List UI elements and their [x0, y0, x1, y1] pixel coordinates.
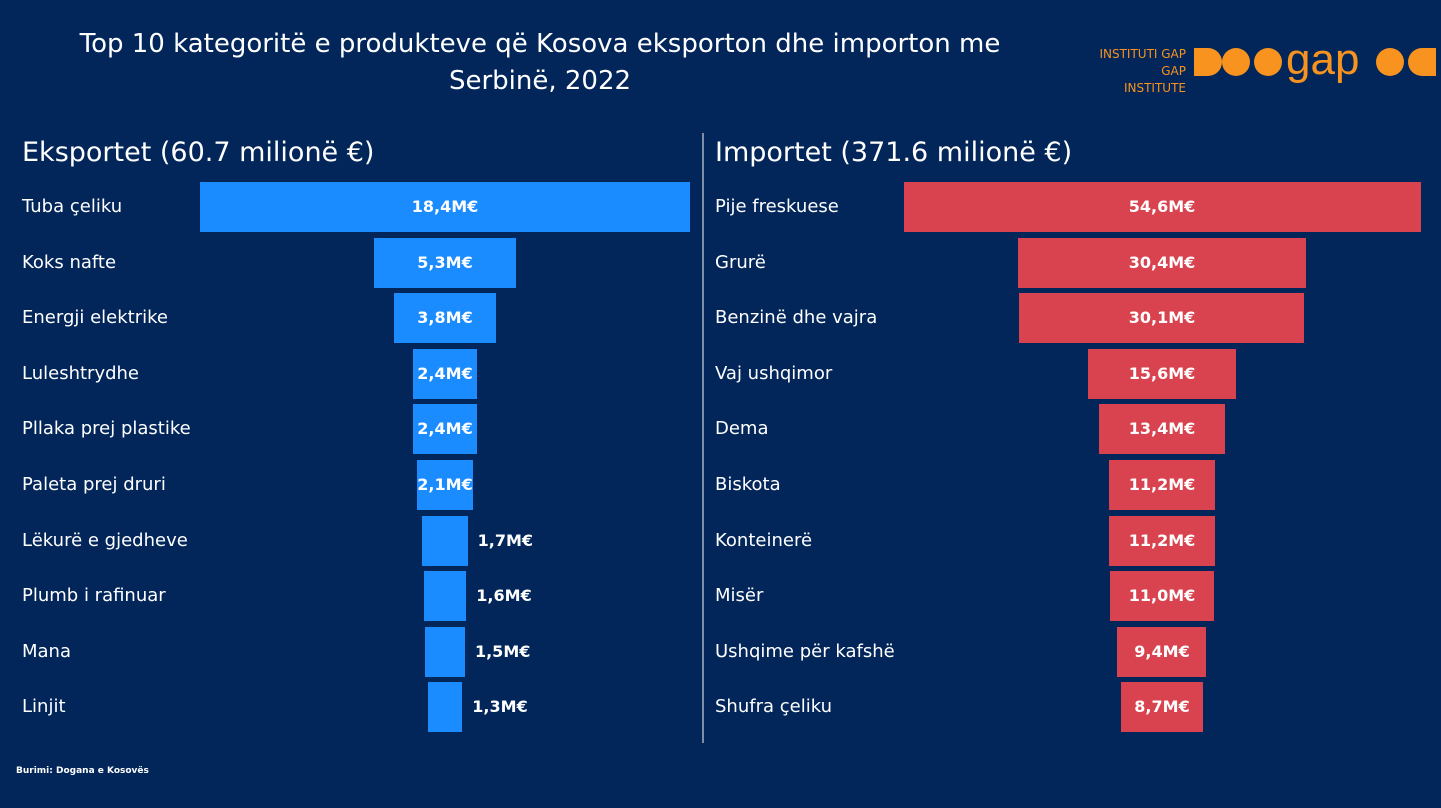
import-category-label: Konteinerë [715, 529, 813, 551]
import-value-label: 15,6M€ [1128, 363, 1196, 383]
import-category-label: Dema [715, 418, 769, 440]
export-value-label: 1,5M€ [474, 641, 531, 661]
export-value-label: 1,7M€ [477, 530, 534, 550]
imports-panel-title: Importet (371.6 milionë €) [715, 137, 1073, 168]
export-bar [413, 404, 477, 455]
import-category-label: Shufra çeliku [715, 696, 832, 718]
export-category-label: Luleshtrydhe [22, 362, 139, 384]
import-value-label: 30,1M€ [1128, 308, 1196, 328]
import-bar [903, 182, 1421, 232]
import-value-label: 30,4M€ [1128, 252, 1196, 272]
import-value-label: 54,6M€ [1128, 197, 1196, 216]
import-bar [1108, 460, 1216, 510]
import-bar [1109, 571, 1215, 622]
export-category-label: Tuba çeliku [22, 196, 123, 217]
import-bar [1098, 404, 1226, 455]
export-category-label: Plumb i rafinuar [22, 585, 166, 607]
export-category-label: Lëkurë e gjedheve [22, 529, 188, 551]
export-value-label: 2,4M€ [417, 419, 473, 439]
import-category-label: Pije freskuese [715, 196, 839, 217]
logo-line-2: GAP INSTITUTE [1123, 64, 1186, 95]
import-value-label: 8,7M€ [1134, 697, 1190, 717]
import-value-label: 9,4M€ [1134, 641, 1190, 661]
export-category-label: Pllaka prej plastike [22, 418, 191, 440]
logo-text: INSTITUTI GAP GAP INSTITUTE [1098, 46, 1186, 97]
source-note: Burimi: Dogana e Kosovës [16, 766, 149, 776]
title-line-1: Top 10 kategoritë e produkteve që Kosova… [79, 29, 1001, 59]
logo-mark-icon: gap [1194, 40, 1436, 84]
export-value-label: 1,6M€ [476, 586, 532, 606]
export-value-label: 5,3M€ [417, 252, 473, 272]
import-bar [1019, 293, 1305, 344]
export-bar [423, 571, 467, 622]
exports-panel-title: Eksportet (60.7 milionë €) [22, 137, 375, 168]
export-bar [427, 682, 463, 733]
title-line-2: Serbinë, 2022 [448, 66, 632, 96]
import-category-label: Vaj ushqimor [715, 362, 833, 384]
export-value-label: 2,4M€ [417, 363, 473, 383]
export-bar [417, 460, 473, 510]
panel-divider [702, 133, 704, 743]
logo-line-1: INSTITUTI GAP [1099, 47, 1186, 61]
export-category-label: Linjit [22, 696, 66, 718]
export-bar [200, 182, 690, 232]
import-bar [1120, 682, 1204, 733]
export-value-label: 2,1M€ [417, 475, 473, 494]
logo-wordmark: gap [1286, 40, 1359, 84]
export-bar [422, 515, 468, 566]
import-category-label: Grurë [715, 251, 766, 273]
export-bar [394, 293, 496, 344]
export-bar [425, 626, 465, 677]
export-category-label: Energji elektrike [22, 307, 168, 329]
export-value-label: 1,3M€ [472, 697, 528, 717]
import-value-label: 11,2M€ [1128, 530, 1196, 550]
import-bar [1117, 626, 1207, 677]
import-category-label: Biskota [715, 474, 781, 495]
gap-institute-logo: INSTITUTI GAP GAP INSTITUTE gap [1098, 40, 1438, 95]
import-category-label: Misër [715, 585, 764, 607]
export-bar [413, 348, 477, 399]
export-category-label: Koks nafte [22, 251, 117, 273]
export-bar [374, 237, 516, 288]
export-value-label: 3,8M€ [417, 308, 473, 328]
import-category-label: Ushqime për kafshë [715, 640, 895, 662]
export-value-label: 18,4M€ [411, 197, 479, 216]
import-bar [1088, 348, 1236, 399]
import-value-label: 11,0M€ [1128, 586, 1196, 606]
chart-title: Top 10 kategoritë e produkteve që Kosova… [10, 26, 1070, 100]
import-value-label: 13,4M€ [1128, 419, 1196, 439]
import-bar [1018, 237, 1306, 288]
import-category-label: Benzinë dhe vajra [715, 307, 878, 329]
import-bar [1108, 515, 1216, 566]
export-category-label: Mana [22, 640, 71, 662]
import-value-label: 11,2M€ [1128, 475, 1196, 494]
export-category-label: Paleta prej druri [22, 474, 166, 495]
